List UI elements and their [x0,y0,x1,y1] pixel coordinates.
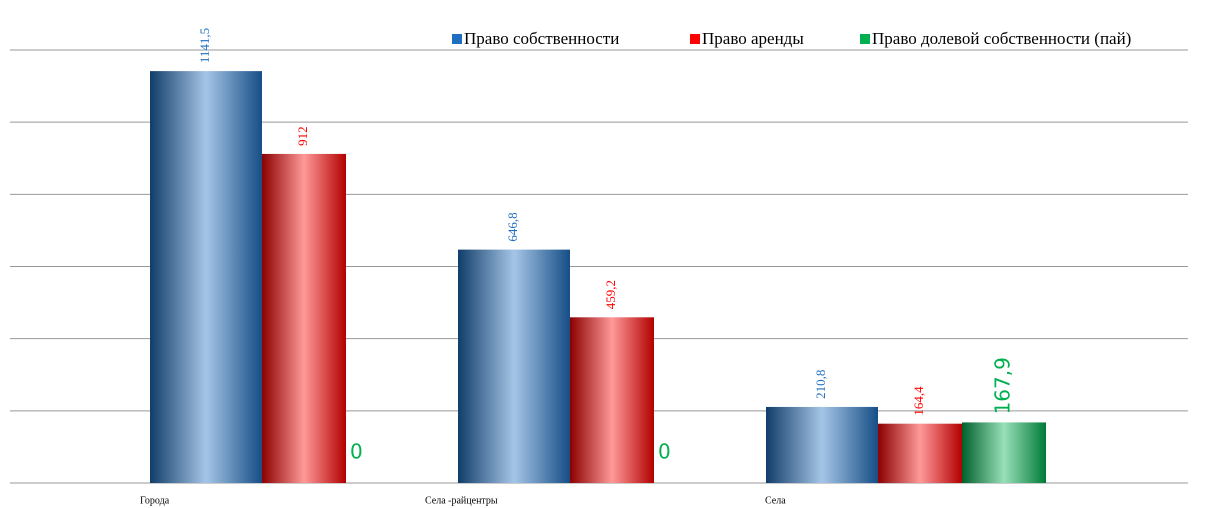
data-label: 1141,5 [197,28,212,63]
bar [878,423,962,483]
bar [570,317,654,483]
x-tick-label: Села -райцентры [425,495,498,506]
x-tick-label: Села [765,495,786,506]
x-tick-label: Города [140,495,170,506]
bar [150,71,262,483]
bar [458,249,570,483]
data-label: 167,9 [991,357,1015,414]
legend-label: Право долевой собственности (пай) [872,29,1131,48]
data-label: 210,8 [813,370,828,399]
data-label: 912 [295,126,310,146]
legend-marker [690,34,700,44]
bar [262,153,346,484]
legend-label: Право аренды [702,29,804,48]
data-label: 0 [658,440,671,464]
bar [962,422,1046,483]
legend-label: Право собственности [464,29,619,48]
bar [766,406,878,483]
data-label: 0 [350,440,363,464]
data-label: 646,8 [505,212,520,241]
data-label: 459,2 [603,280,618,309]
data-label: 164,4 [911,386,926,416]
legend-marker [452,34,462,44]
legend-marker [860,34,870,44]
